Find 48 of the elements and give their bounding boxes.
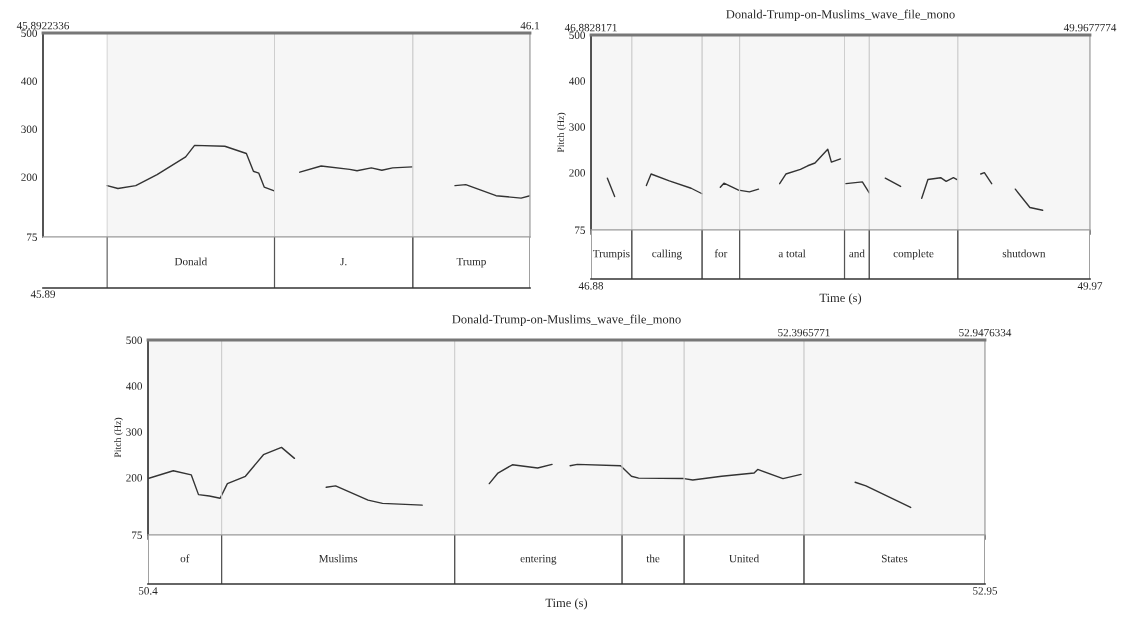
band-label: Trump xyxy=(456,257,486,268)
y-tick-label: 200 xyxy=(21,173,38,181)
x2-tick-label: 52.9476334 xyxy=(959,328,1012,337)
x-tick-label: 45.8922336 xyxy=(16,21,70,30)
text: 45.89 xyxy=(30,290,56,298)
y-axis-title: Pitch (Hz) xyxy=(114,417,123,458)
band-label: shutdown xyxy=(1002,249,1046,258)
y-tick-label: 400 xyxy=(568,77,586,85)
band-label: of xyxy=(180,554,190,563)
x-tick-label: 52.95 xyxy=(973,587,998,595)
band-label: United xyxy=(729,554,760,563)
x2-tick-label: 46.8828171 xyxy=(564,23,617,32)
y-tick-label: 400 xyxy=(20,77,38,85)
y-tick-label: 300 xyxy=(569,123,586,131)
x2-tick-label: 52.3965771 xyxy=(778,328,830,337)
band-label: entering xyxy=(520,554,557,565)
band-label: Muslims xyxy=(319,554,358,563)
x-tick-label: 46.88 xyxy=(578,282,604,290)
x2-tick-label: 49.9677774 xyxy=(1063,23,1117,32)
y-tick-label: 200 xyxy=(569,169,586,177)
y-tick-label: 400 xyxy=(125,382,143,390)
chart-title: Donald-Trump-on-Muslims_wave_file_mono xyxy=(726,9,955,21)
x-axis-title: Time (s) xyxy=(545,598,588,610)
band-label: the xyxy=(646,554,660,563)
band-label: for xyxy=(714,249,728,258)
y-tick-label: 300 xyxy=(126,428,143,436)
band-label: a total xyxy=(778,249,806,258)
x-tick-label: 49.97 xyxy=(1077,282,1103,290)
y-tick-label: 75 xyxy=(132,531,143,539)
chart-title: Donald-Trump-on-Muslims_wave_file_mono xyxy=(452,314,681,326)
band-label: J. xyxy=(340,257,347,266)
band-label: States xyxy=(881,554,908,563)
band-label: Trumpis xyxy=(592,249,630,260)
y-tick-label: 75 xyxy=(575,226,586,234)
y-tick-label: 300 xyxy=(21,125,38,133)
band-label: Donald xyxy=(174,257,208,266)
y-axis-title: Pitch (Hz) xyxy=(557,112,566,153)
band-label: and xyxy=(849,249,865,258)
y-tick-label: 500 xyxy=(21,29,38,37)
band-label: calling xyxy=(652,249,682,260)
y-tick-label: 75 xyxy=(27,233,38,241)
y-tick-label: 500 xyxy=(126,336,143,344)
y-tick-label: 500 xyxy=(569,31,586,39)
x-tick-label: 50.4 xyxy=(138,587,158,595)
band-label: complete xyxy=(893,249,934,260)
x-axis-title: Time (s) xyxy=(819,293,862,305)
y-tick-label: 200 xyxy=(126,474,143,482)
x-tick-label: 46.1 xyxy=(520,21,540,30)
